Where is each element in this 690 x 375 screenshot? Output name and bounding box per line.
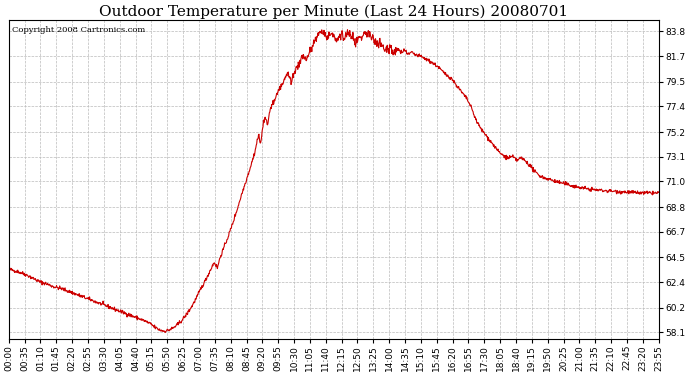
Title: Outdoor Temperature per Minute (Last 24 Hours) 20080701: Outdoor Temperature per Minute (Last 24 …: [99, 4, 569, 18]
Text: Copyright 2008 Cartronics.com: Copyright 2008 Cartronics.com: [12, 26, 145, 34]
